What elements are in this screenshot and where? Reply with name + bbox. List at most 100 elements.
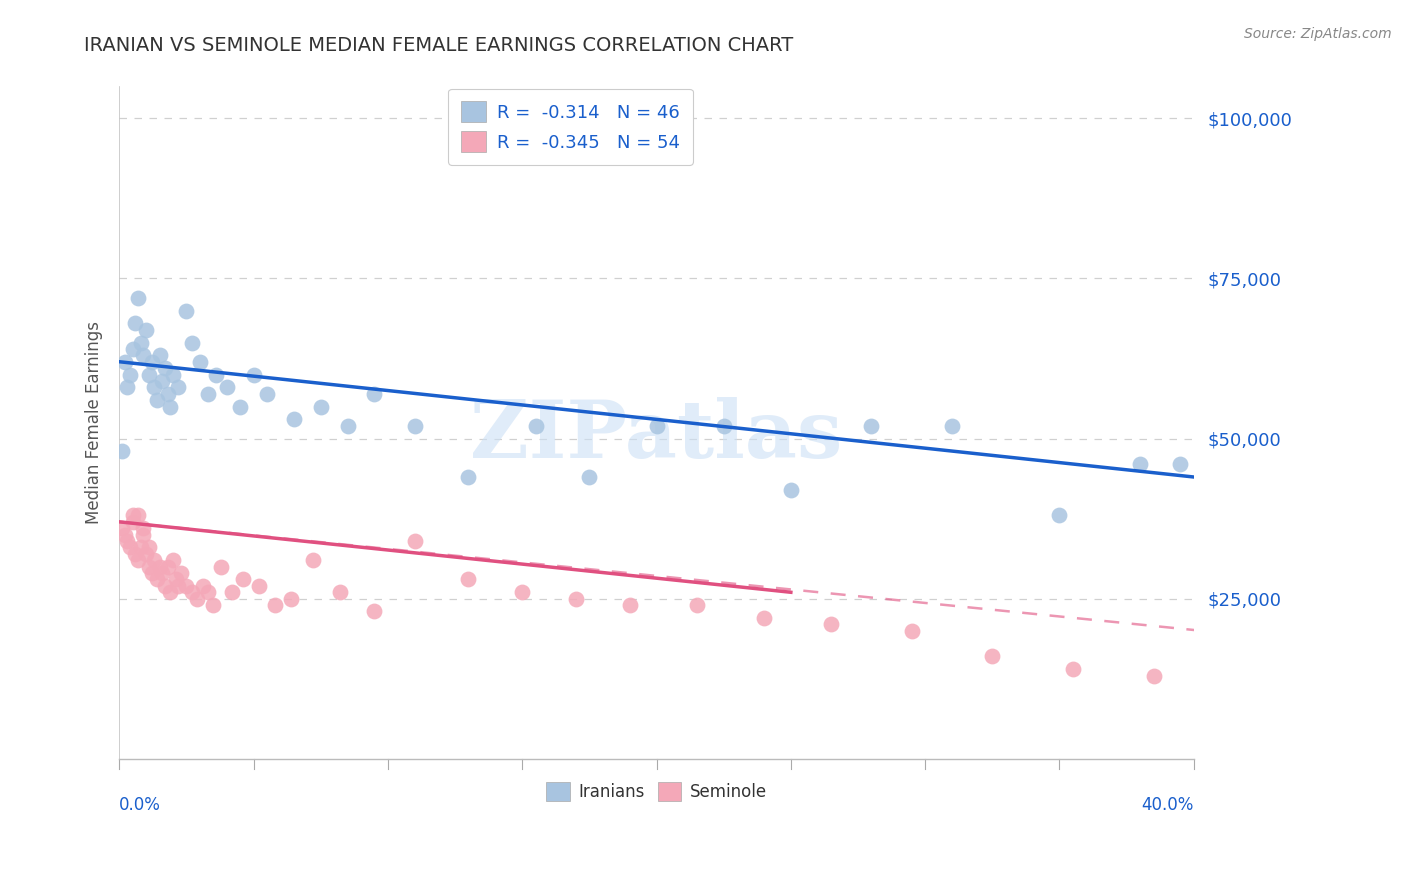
- Point: [165, 573, 187, 587]
- Point: [132, 527, 155, 541]
- Point: [156, 386, 179, 401]
- Point: [150, 374, 173, 388]
- Point: [124, 547, 146, 561]
- Point: [1062, 662, 1084, 676]
- Point: [404, 534, 426, 549]
- Text: IRANIAN VS SEMINOLE MEDIAN FEMALE EARNINGS CORRELATION CHART: IRANIAN VS SEMINOLE MEDIAN FEMALE EARNIN…: [84, 36, 793, 54]
- Point: [205, 368, 228, 382]
- Point: [752, 611, 775, 625]
- Legend: Iranians, Seminole: Iranians, Seminole: [540, 775, 773, 807]
- Point: [114, 355, 136, 369]
- Point: [129, 541, 152, 555]
- Point: [242, 368, 264, 382]
- Point: [981, 649, 1004, 664]
- Point: [118, 541, 141, 555]
- Point: [363, 605, 385, 619]
- Point: [404, 418, 426, 433]
- Point: [141, 355, 163, 369]
- Point: [135, 323, 157, 337]
- Point: [167, 380, 190, 394]
- Point: [127, 291, 149, 305]
- Point: [138, 368, 160, 382]
- Point: [202, 598, 225, 612]
- Point: [309, 400, 332, 414]
- Point: [159, 400, 181, 414]
- Point: [146, 393, 169, 408]
- Text: ZIPatlas: ZIPatlas: [471, 397, 842, 475]
- Point: [197, 386, 219, 401]
- Point: [941, 418, 963, 433]
- Point: [510, 585, 533, 599]
- Point: [176, 579, 198, 593]
- Point: [645, 418, 668, 433]
- Point: [329, 585, 352, 599]
- Point: [167, 579, 190, 593]
- Point: [186, 591, 208, 606]
- Y-axis label: Median Female Earnings: Median Female Earnings: [86, 321, 103, 524]
- Point: [301, 553, 323, 567]
- Point: [232, 573, 254, 587]
- Point: [156, 559, 179, 574]
- Point: [127, 553, 149, 567]
- Point: [191, 579, 214, 593]
- Text: 40.0%: 40.0%: [1142, 796, 1194, 814]
- Point: [129, 335, 152, 350]
- Point: [336, 418, 359, 433]
- Point: [111, 521, 134, 535]
- Point: [138, 559, 160, 574]
- Point: [146, 573, 169, 587]
- Point: [188, 355, 211, 369]
- Point: [256, 386, 278, 401]
- Point: [779, 483, 801, 497]
- Point: [132, 348, 155, 362]
- Point: [148, 559, 170, 574]
- Point: [111, 444, 134, 458]
- Point: [247, 579, 270, 593]
- Point: [118, 368, 141, 382]
- Point: [127, 508, 149, 523]
- Point: [117, 534, 139, 549]
- Point: [229, 400, 252, 414]
- Point: [162, 368, 184, 382]
- Point: [1129, 457, 1152, 471]
- Point: [159, 585, 181, 599]
- Point: [713, 418, 735, 433]
- Point: [138, 541, 160, 555]
- Point: [686, 598, 709, 612]
- Point: [141, 566, 163, 580]
- Point: [170, 566, 193, 580]
- Point: [900, 624, 922, 638]
- Point: [197, 585, 219, 599]
- Point: [153, 361, 176, 376]
- Point: [1142, 668, 1164, 682]
- Point: [524, 418, 547, 433]
- Point: [221, 585, 243, 599]
- Point: [121, 508, 143, 523]
- Point: [135, 547, 157, 561]
- Point: [215, 380, 238, 394]
- Point: [363, 386, 385, 401]
- Point: [176, 303, 198, 318]
- Point: [143, 553, 166, 567]
- Point: [132, 521, 155, 535]
- Point: [148, 348, 170, 362]
- Point: [820, 617, 842, 632]
- Point: [121, 515, 143, 529]
- Point: [150, 566, 173, 580]
- Point: [860, 418, 883, 433]
- Point: [180, 585, 202, 599]
- Point: [153, 579, 176, 593]
- Text: 0.0%: 0.0%: [120, 796, 162, 814]
- Text: Source: ZipAtlas.com: Source: ZipAtlas.com: [1244, 27, 1392, 41]
- Point: [114, 527, 136, 541]
- Point: [457, 573, 479, 587]
- Point: [619, 598, 641, 612]
- Point: [1170, 457, 1192, 471]
- Point: [264, 598, 287, 612]
- Point: [162, 553, 184, 567]
- Point: [117, 380, 139, 394]
- Point: [209, 559, 232, 574]
- Point: [1049, 508, 1071, 523]
- Point: [143, 380, 166, 394]
- Point: [457, 470, 479, 484]
